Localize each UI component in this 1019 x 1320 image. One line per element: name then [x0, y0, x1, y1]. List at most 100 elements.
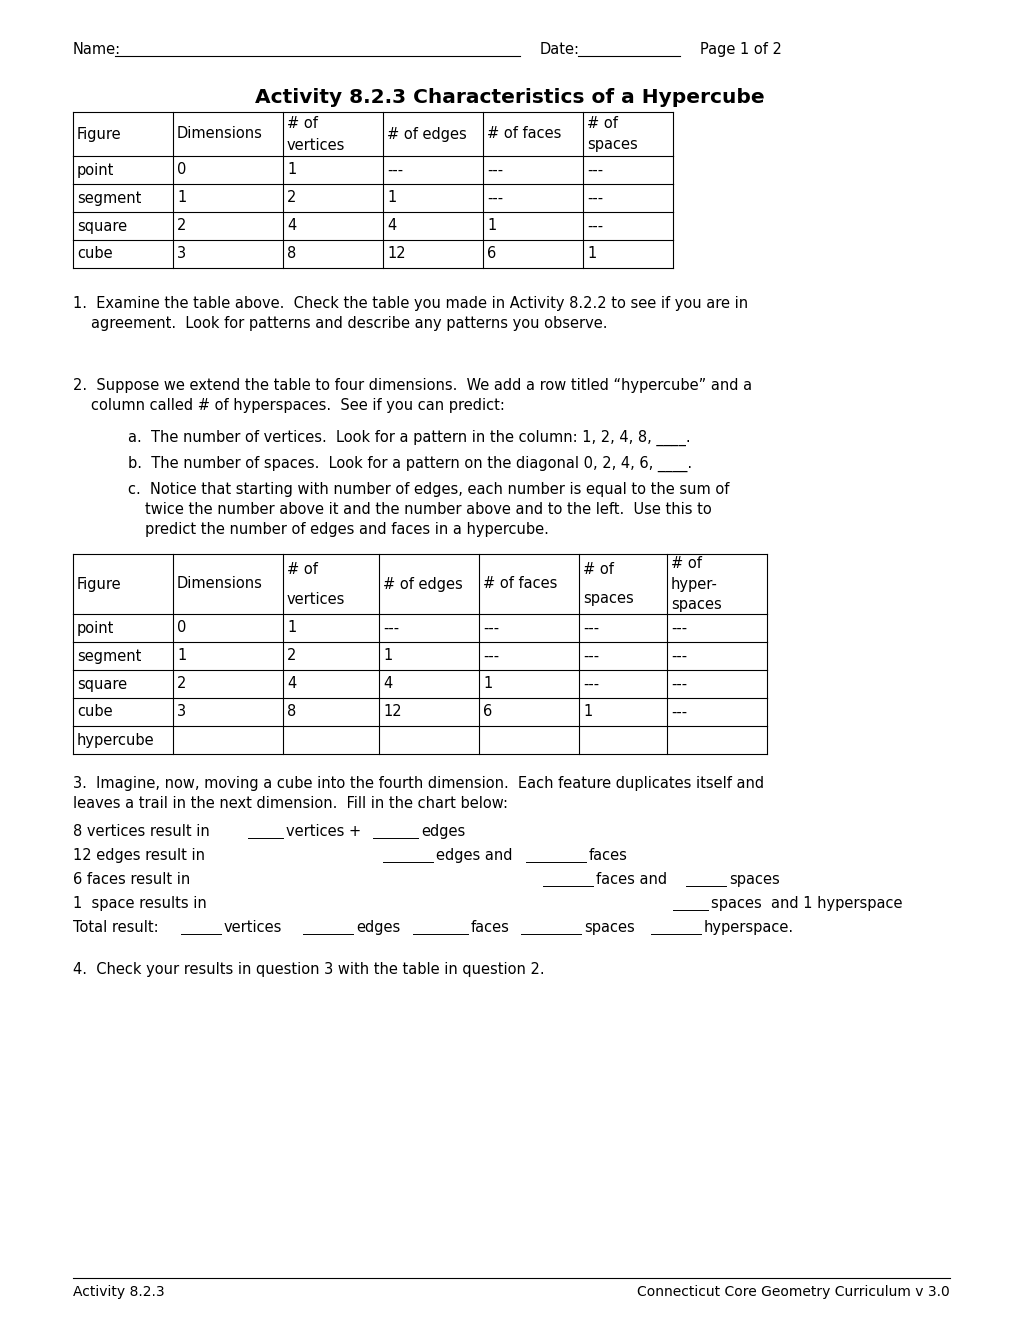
Text: edges: edges	[356, 920, 399, 935]
Text: # of: # of	[286, 561, 318, 577]
Text: vertices: vertices	[224, 920, 282, 935]
Text: 1: 1	[286, 162, 296, 177]
Text: vertices: vertices	[286, 137, 345, 153]
Text: 1: 1	[177, 190, 186, 206]
Text: Activity 8.2.3: Activity 8.2.3	[73, 1284, 164, 1299]
Text: agreement.  Look for patterns and describe any patterns you observe.: agreement. Look for patterns and describ…	[91, 315, 607, 331]
Text: hyperspace.: hyperspace.	[703, 920, 794, 935]
Text: 2: 2	[177, 676, 186, 692]
Text: ---: ---	[382, 620, 398, 635]
Text: # of faces: # of faces	[483, 577, 556, 591]
Text: ---: ---	[486, 190, 502, 206]
Text: point: point	[76, 162, 114, 177]
Text: 8: 8	[286, 247, 296, 261]
Text: leaves a trail in the next dimension.  Fill in the chart below:: leaves a trail in the next dimension. Fi…	[73, 796, 507, 810]
Text: 3: 3	[177, 247, 185, 261]
Text: Date:: Date:	[539, 42, 580, 57]
Text: 0: 0	[177, 162, 186, 177]
Text: point: point	[76, 620, 114, 635]
Text: square: square	[76, 219, 127, 234]
Text: ---: ---	[486, 162, 502, 177]
Text: Figure: Figure	[76, 127, 121, 141]
Text: 1: 1	[486, 219, 496, 234]
Text: c.  Notice that starting with number of edges, each number is equal to the sum o: c. Notice that starting with number of e…	[127, 482, 729, 498]
Text: ---: ---	[586, 219, 602, 234]
Text: edges and: edges and	[435, 847, 512, 863]
Text: faces: faces	[471, 920, 510, 935]
Text: 2: 2	[177, 219, 186, 234]
Text: 1: 1	[386, 190, 395, 206]
Text: # of faces: # of faces	[486, 127, 560, 141]
Text: 12 edges result in: 12 edges result in	[73, 847, 205, 863]
Text: 1: 1	[382, 648, 392, 664]
Text: 1: 1	[483, 676, 492, 692]
Text: 12: 12	[386, 247, 406, 261]
Text: 4: 4	[382, 676, 392, 692]
Text: column called # of hyperspaces.  See if you can predict:: column called # of hyperspaces. See if y…	[91, 399, 504, 413]
Text: ---: ---	[386, 162, 403, 177]
Text: Figure: Figure	[76, 577, 121, 591]
Text: Connecticut Core Geometry Curriculum v 3.0: Connecticut Core Geometry Curriculum v 3…	[637, 1284, 949, 1299]
Text: b.  The number of spaces.  Look for a pattern on the diagonal 0, 2, 4, 6, ____.: b. The number of spaces. Look for a patt…	[127, 455, 692, 473]
Text: segment: segment	[76, 648, 142, 664]
Text: 1: 1	[583, 705, 592, 719]
Text: 12: 12	[382, 705, 401, 719]
Text: 8: 8	[286, 705, 296, 719]
Text: 6: 6	[483, 705, 492, 719]
Text: spaces  and 1 hyperspace: spaces and 1 hyperspace	[710, 896, 902, 911]
Text: faces and: faces and	[595, 873, 666, 887]
Text: ---: ---	[583, 648, 598, 664]
Text: 6: 6	[486, 247, 496, 261]
Text: # of: # of	[286, 116, 318, 131]
Text: 4: 4	[286, 219, 296, 234]
Text: 2.  Suppose we extend the table to four dimensions.  We add a row titled “hyperc: 2. Suppose we extend the table to four d…	[73, 378, 751, 393]
Text: 0: 0	[177, 620, 186, 635]
Text: 1: 1	[286, 620, 296, 635]
Text: ---: ---	[586, 162, 602, 177]
Text: cube: cube	[76, 705, 112, 719]
Text: 2: 2	[286, 190, 297, 206]
Text: # of edges: # of edges	[382, 577, 463, 591]
Text: Page 1 of 2: Page 1 of 2	[699, 42, 782, 57]
Text: ---: ---	[671, 648, 687, 664]
Text: # of edges: # of edges	[386, 127, 467, 141]
Text: 1: 1	[177, 648, 186, 664]
Text: square: square	[76, 676, 127, 692]
Text: Dimensions: Dimensions	[177, 127, 263, 141]
Text: 3.  Imagine, now, moving a cube into the fourth dimension.  Each feature duplica: 3. Imagine, now, moving a cube into the …	[73, 776, 763, 791]
Text: segment: segment	[76, 190, 142, 206]
Text: 1  space results in: 1 space results in	[73, 896, 207, 911]
Text: # of: # of	[583, 561, 613, 577]
Text: Dimensions: Dimensions	[177, 577, 263, 591]
Text: vertices +: vertices +	[285, 824, 361, 840]
Text: spaces: spaces	[584, 920, 634, 935]
Text: 6 faces result in: 6 faces result in	[73, 873, 191, 887]
Text: ---: ---	[671, 705, 687, 719]
Text: ---: ---	[483, 648, 498, 664]
Text: edges: edges	[421, 824, 465, 840]
Text: predict the number of edges and faces in a hypercube.: predict the number of edges and faces in…	[145, 521, 548, 537]
Text: 1.  Examine the table above.  Check the table you made in Activity 8.2.2 to see : 1. Examine the table above. Check the ta…	[73, 296, 747, 312]
Text: ---: ---	[583, 676, 598, 692]
Text: 4: 4	[386, 219, 395, 234]
Text: Name:: Name:	[73, 42, 121, 57]
Text: spaces: spaces	[729, 873, 779, 887]
Text: spaces: spaces	[586, 137, 637, 153]
Text: ---: ---	[671, 676, 687, 692]
Text: ---: ---	[583, 620, 598, 635]
Text: twice the number above it and the number above and to the left.  Use this to: twice the number above it and the number…	[145, 502, 711, 517]
Text: 3: 3	[177, 705, 185, 719]
Text: 4.  Check your results in question 3 with the table in question 2.: 4. Check your results in question 3 with…	[73, 962, 544, 977]
Text: vertices: vertices	[286, 591, 345, 606]
Text: faces: faces	[588, 847, 628, 863]
Text: ---: ---	[671, 620, 687, 635]
Text: a.  The number of vertices.  Look for a pattern in the column: 1, 2, 4, 8, ____.: a. The number of vertices. Look for a pa…	[127, 430, 690, 446]
Text: spaces: spaces	[583, 591, 633, 606]
Text: cube: cube	[76, 247, 112, 261]
Text: 2: 2	[286, 648, 297, 664]
Text: 8 vertices result in: 8 vertices result in	[73, 824, 210, 840]
Text: # of: # of	[671, 557, 701, 572]
Text: spaces: spaces	[671, 597, 721, 611]
Text: Total result:: Total result:	[73, 920, 159, 935]
Text: 4: 4	[286, 676, 296, 692]
